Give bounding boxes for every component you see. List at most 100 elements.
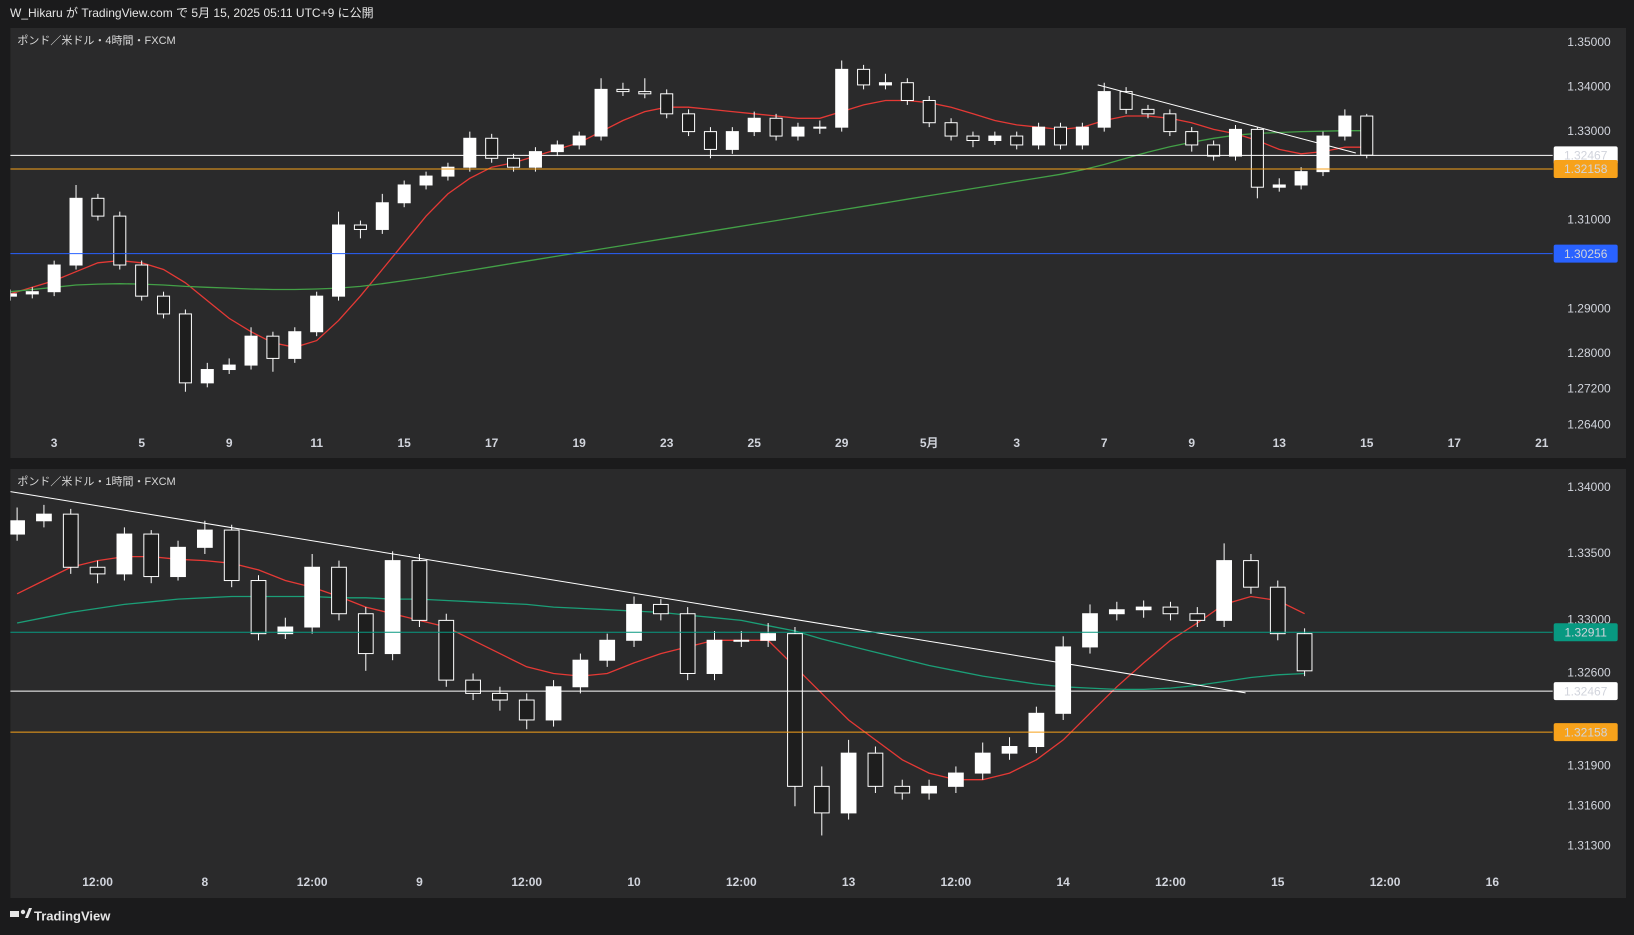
- candle-body: [353, 224, 367, 230]
- candle-body: [244, 335, 258, 366]
- candle-body: [200, 369, 214, 384]
- x-tick-label: 14: [1057, 875, 1071, 889]
- x-tick-label: 5月: [920, 436, 939, 450]
- candle-body: [725, 131, 739, 150]
- candle-body: [1097, 91, 1111, 128]
- price-level-badge: [1553, 146, 1618, 165]
- x-tick-label: 17: [485, 436, 499, 450]
- x-tick-label: 7: [1101, 436, 1108, 450]
- candle-body: [594, 88, 608, 137]
- header-text: W_Hikaru が TradingView.com で 5月 15, 2025…: [10, 5, 374, 20]
- y-tick-label: 1.34000: [1567, 79, 1611, 93]
- price-level-badge: [1553, 160, 1618, 179]
- candle-body: [1075, 126, 1089, 146]
- candle-body: [922, 99, 936, 124]
- y-tick-label: 1.31900: [1567, 759, 1611, 773]
- candle-body: [572, 135, 586, 146]
- x-tick-label: 12:00: [297, 875, 328, 889]
- candle-body: [1243, 560, 1259, 588]
- x-tick-label: 17: [1448, 436, 1462, 450]
- x-tick-label: 12:00: [1370, 875, 1401, 889]
- candle-body: [682, 113, 696, 133]
- x-tick-label: 29: [835, 436, 849, 450]
- y-tick-label: 1.33500: [1567, 546, 1611, 560]
- candle-body: [116, 533, 133, 575]
- candle-body: [1108, 609, 1125, 615]
- candle-body: [1053, 126, 1067, 146]
- candle-body: [1001, 746, 1018, 754]
- plot-area: [10, 60, 1374, 392]
- candle-body: [25, 291, 39, 295]
- candle-body: [1216, 560, 1232, 621]
- chart-panel: [10, 469, 1626, 898]
- candle-body: [840, 752, 857, 814]
- candle-body: [894, 785, 911, 794]
- candle-body: [638, 91, 652, 95]
- candle-body: [1360, 115, 1374, 156]
- plot-area: [10, 491, 1313, 836]
- candle-body: [492, 692, 508, 701]
- candle-body: [357, 613, 374, 655]
- x-tick-label: 3: [1013, 436, 1020, 450]
- x-tick-label: 12:00: [726, 875, 757, 889]
- x-tick-label: 11: [310, 436, 323, 450]
- candle-body: [835, 68, 849, 128]
- candle-body: [706, 639, 723, 674]
- candle-body: [1028, 712, 1045, 748]
- chart-title: ポンド／米ドル・4時間・FXCM: [17, 34, 175, 47]
- candle-body: [438, 619, 455, 681]
- candle-body: [518, 699, 535, 721]
- candle-body: [331, 566, 347, 615]
- candle-body: [36, 513, 52, 522]
- moving-average: [10, 130, 1367, 293]
- y-tick-label: 1.29000: [1567, 302, 1611, 316]
- candle-body: [944, 122, 958, 137]
- candle-body: [660, 93, 674, 115]
- candle-body: [384, 560, 401, 655]
- candle-body: [250, 580, 267, 635]
- candle-body: [10, 293, 17, 297]
- candle-body: [1296, 633, 1313, 672]
- x-tick-label: 19: [573, 436, 587, 450]
- x-tick-label: 9: [416, 875, 423, 889]
- candle-body: [878, 82, 892, 86]
- x-tick-label: 23: [660, 436, 674, 450]
- x-tick-label: 13: [842, 875, 856, 889]
- candle-body: [1163, 113, 1177, 133]
- candle-body: [89, 566, 106, 575]
- candle-body: [1338, 115, 1352, 137]
- candle-body: [1250, 128, 1264, 188]
- y-tick-label: 1.31600: [1567, 798, 1611, 812]
- x-tick-label: 15: [1360, 436, 1374, 450]
- candle-body: [1294, 171, 1308, 186]
- candle-body: [813, 785, 830, 814]
- candle-body: [419, 175, 433, 186]
- candle-body: [867, 752, 884, 787]
- candle-body: [652, 603, 669, 615]
- candle-body: [1269, 586, 1286, 635]
- candle-body: [528, 151, 542, 168]
- candle-body: [1010, 135, 1024, 146]
- candle-body: [966, 135, 980, 142]
- candle-body: [1207, 144, 1221, 157]
- candle-body: [1228, 128, 1243, 157]
- candle-body: [857, 68, 871, 86]
- candle-body: [1189, 613, 1206, 621]
- candle-body: [900, 82, 914, 101]
- candle-body: [1119, 91, 1133, 110]
- x-tick-label: 16: [1486, 875, 1500, 889]
- candle-body: [47, 264, 61, 293]
- candle-body: [223, 529, 240, 582]
- footer-brand: TradingView: [34, 908, 111, 923]
- candle-body: [170, 546, 186, 578]
- candle-body: [948, 772, 964, 787]
- candle-body: [69, 197, 83, 266]
- chart-title: ポンド／米ドル・1時間・FXCM: [17, 475, 175, 488]
- price-level-badge: [1553, 723, 1618, 742]
- candle-body: [157, 295, 171, 315]
- candle-body: [1162, 606, 1179, 615]
- candle-body: [921, 785, 937, 794]
- x-tick-label: 13: [1273, 436, 1287, 450]
